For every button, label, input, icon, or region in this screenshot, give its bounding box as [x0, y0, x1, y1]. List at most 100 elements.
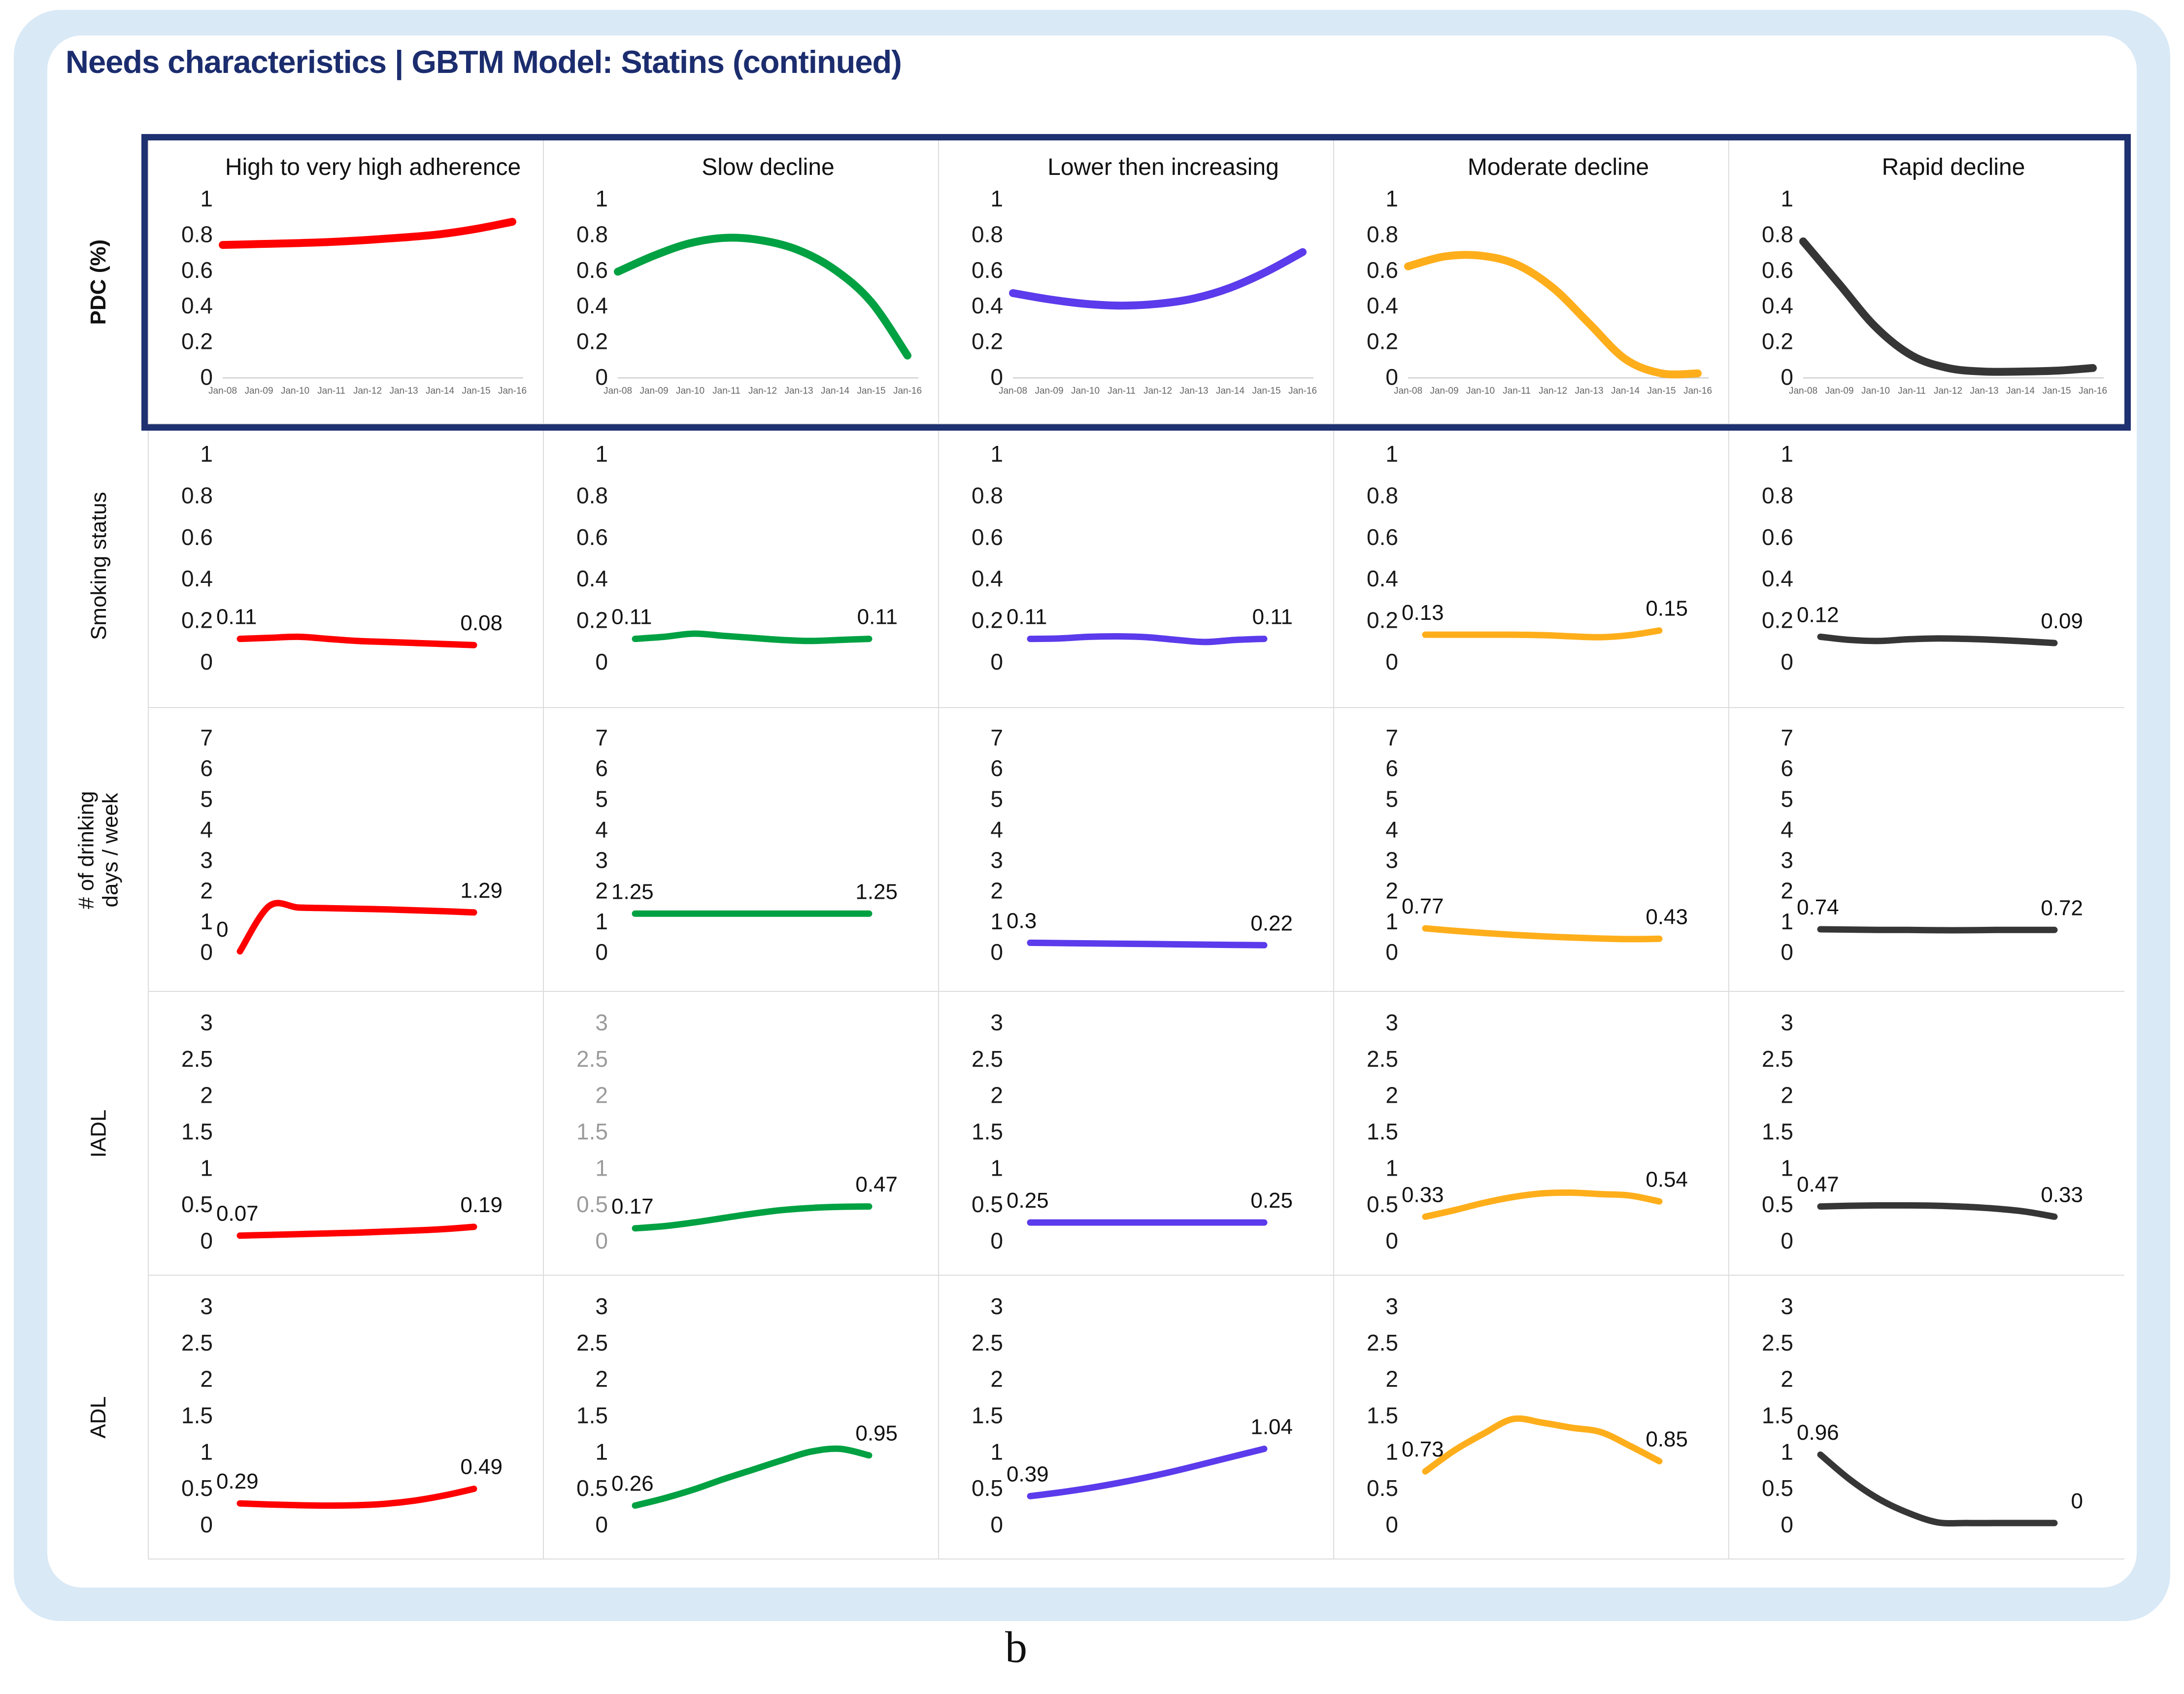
chart-cell-r4-c0: 3 2.5 2 1.5 1 0.5 0 0.29 0.49: [149, 1276, 544, 1559]
trend-line: [632, 1445, 873, 1509]
start-value-label: 0.96: [1797, 1421, 1839, 1445]
y-tick-label: 2: [595, 878, 608, 904]
y-tick-label: 0.8: [1762, 221, 1793, 247]
y-tick-label: 2.5: [181, 1330, 213, 1355]
y-tick-label: 0: [1781, 939, 1793, 965]
y-tick-label: 0.5: [1367, 1191, 1398, 1217]
chart-cell-r2-c2: 7 6 5 4 3 2 1 0 0.3 0.22: [939, 708, 1334, 992]
y-tick-label: 1: [990, 186, 1003, 211]
start-value-label: 0.47: [1797, 1173, 1839, 1197]
y-tick-label: 2: [595, 1366, 608, 1392]
y-tick-label: 1: [595, 186, 608, 211]
x-tick-label: Jan-16: [1288, 386, 1317, 396]
trend-line: [1027, 939, 1268, 949]
y-tick-label: 5: [595, 786, 608, 812]
start-value-label: 0.39: [1007, 1462, 1049, 1486]
y-tick-label: 0.5: [181, 1475, 213, 1501]
y-tick-label: 0.2: [1762, 608, 1793, 633]
trend-chart: 3 2.5 2 1.5 1 0.5 0 0.47 0.33: [1762, 1010, 2083, 1254]
end-value-label: 0.11: [1252, 605, 1293, 629]
y-tick-label: 4: [595, 816, 608, 842]
y-tick-label: 0: [990, 364, 1003, 390]
y-tick-label: 2.5: [972, 1046, 1003, 1072]
y-tick-label: 0.4: [1762, 566, 1793, 591]
x-tick-label: Jan-13: [784, 386, 813, 396]
trend-chart: High to very high adherence 1 0.8 0.6 0.4 0.2…: [181, 154, 527, 396]
start-value-label: 0.25: [1007, 1188, 1049, 1213]
end-value-label: 1.25: [855, 880, 898, 904]
y-tick-label: 0.4: [972, 566, 1003, 591]
trend-line: [236, 633, 477, 648]
chart-cell-r2-c1: 7 6 5 4 3 2 1 0 1.25 1.25: [544, 708, 939, 992]
chart-cell-r4-c2: 3 2.5 2 1.5 1 0.5 0 0.39 1.04: [939, 1276, 1334, 1559]
start-value-label: 0.07: [216, 1202, 259, 1226]
y-tick-label: 3: [990, 847, 1003, 873]
y-tick-label: 0.4: [972, 293, 1003, 318]
y-tick-label: 3: [595, 847, 608, 873]
y-tick-label: 0.5: [576, 1191, 608, 1217]
y-tick-label: 2: [990, 1366, 1003, 1392]
y-tick-label: 0.6: [1762, 257, 1793, 283]
x-tick-label: Jan-15: [462, 386, 490, 396]
y-tick-label: 3: [1781, 1010, 1793, 1035]
y-tick-label: 5: [200, 786, 213, 812]
x-tick-label: Jan-16: [893, 386, 922, 396]
y-tick-label: 1: [200, 186, 213, 211]
row-label-text: ADL: [86, 1396, 111, 1439]
start-value-label: 0.73: [1402, 1437, 1444, 1461]
y-tick-label: 0.2: [1367, 329, 1398, 354]
y-tick-label: 0.2: [576, 329, 608, 354]
row-label-adl: ADL: [49, 1276, 148, 1559]
y-tick-label: 0.6: [1367, 257, 1398, 283]
trend-chart: 3 2.5 2 1.5 1 0.5 00.33 0.54: [1367, 1010, 1688, 1254]
x-tick-label: Jan-14: [426, 386, 455, 396]
column-header: High to very high adherence: [225, 154, 521, 180]
trend-line: [236, 1223, 477, 1239]
end-value-label: 0.25: [1250, 1188, 1293, 1213]
y-tick-label: 0: [595, 364, 608, 390]
trend-line: [1404, 251, 1702, 378]
y-tick-label: 0: [595, 649, 608, 675]
y-tick-label: 0.6: [576, 257, 608, 283]
y-tick-label: 2: [990, 878, 1003, 904]
y-tick-label: 5: [1385, 786, 1398, 812]
start-value-label: 0: [216, 917, 228, 942]
y-tick-label: 0: [1385, 939, 1398, 965]
chart-grid: High to very high adherence 1 0.8 0.6 0.4 0.2…: [148, 140, 2124, 1559]
x-tick-label: Jan-16: [498, 386, 527, 396]
trend-line: [1817, 1202, 2058, 1220]
end-value-label: 0.54: [1646, 1167, 1688, 1191]
y-tick-label: 6: [1781, 755, 1793, 781]
y-tick-label: 0.5: [972, 1475, 1003, 1501]
trend-chart: 10.80.60.40.200.11 0.11: [576, 441, 898, 675]
y-tick-label: 0: [990, 1228, 1003, 1254]
x-tick-label: Jan-08: [604, 386, 632, 396]
y-tick-label: 0.4: [576, 566, 608, 591]
trend-line: [1422, 627, 1663, 641]
y-tick-label: 1.5: [1367, 1119, 1398, 1145]
y-tick-label: 1: [990, 1439, 1003, 1464]
y-tick-label: 1.5: [181, 1403, 213, 1428]
y-tick-label: 1: [595, 1439, 608, 1464]
x-tick-label: Jan-11: [1108, 386, 1136, 396]
x-tick-label: Jan-09: [244, 386, 273, 396]
chart-cell-r0-c3: Moderate decline 1 0.8 0.6 0.4 0.2 0 Jan-08 Jan-…: [1334, 140, 1729, 424]
end-value-label: 0: [2071, 1489, 2083, 1513]
start-value-label: 0.3: [1007, 909, 1037, 933]
trend-chart: 3 2.5 2 1.5 1 0.5 00.07 0.19: [181, 1010, 503, 1254]
y-tick-label: 2.5: [576, 1330, 608, 1355]
end-value-label: 0.08: [460, 611, 503, 635]
chart-cell-r2-c0: 7 6 5 4 3 2 1 0 0 1.29: [149, 708, 544, 992]
y-tick-label: 2.5: [181, 1046, 213, 1072]
y-tick-label: 0: [200, 649, 213, 675]
y-tick-label: 0: [990, 939, 1003, 965]
y-tick-label: 0: [595, 1512, 608, 1537]
x-tick-label: Jan-12: [1934, 386, 1962, 396]
y-tick-label: 0: [1385, 1228, 1398, 1254]
y-tick-label: 0: [1385, 364, 1398, 390]
row-label--of-drinking-days-week: # of drinking days / week: [49, 708, 148, 992]
y-tick-label: 2.5: [1762, 1046, 1793, 1072]
row-label-text: IADL: [86, 1110, 111, 1158]
x-tick-label: Jan-11: [317, 386, 345, 396]
